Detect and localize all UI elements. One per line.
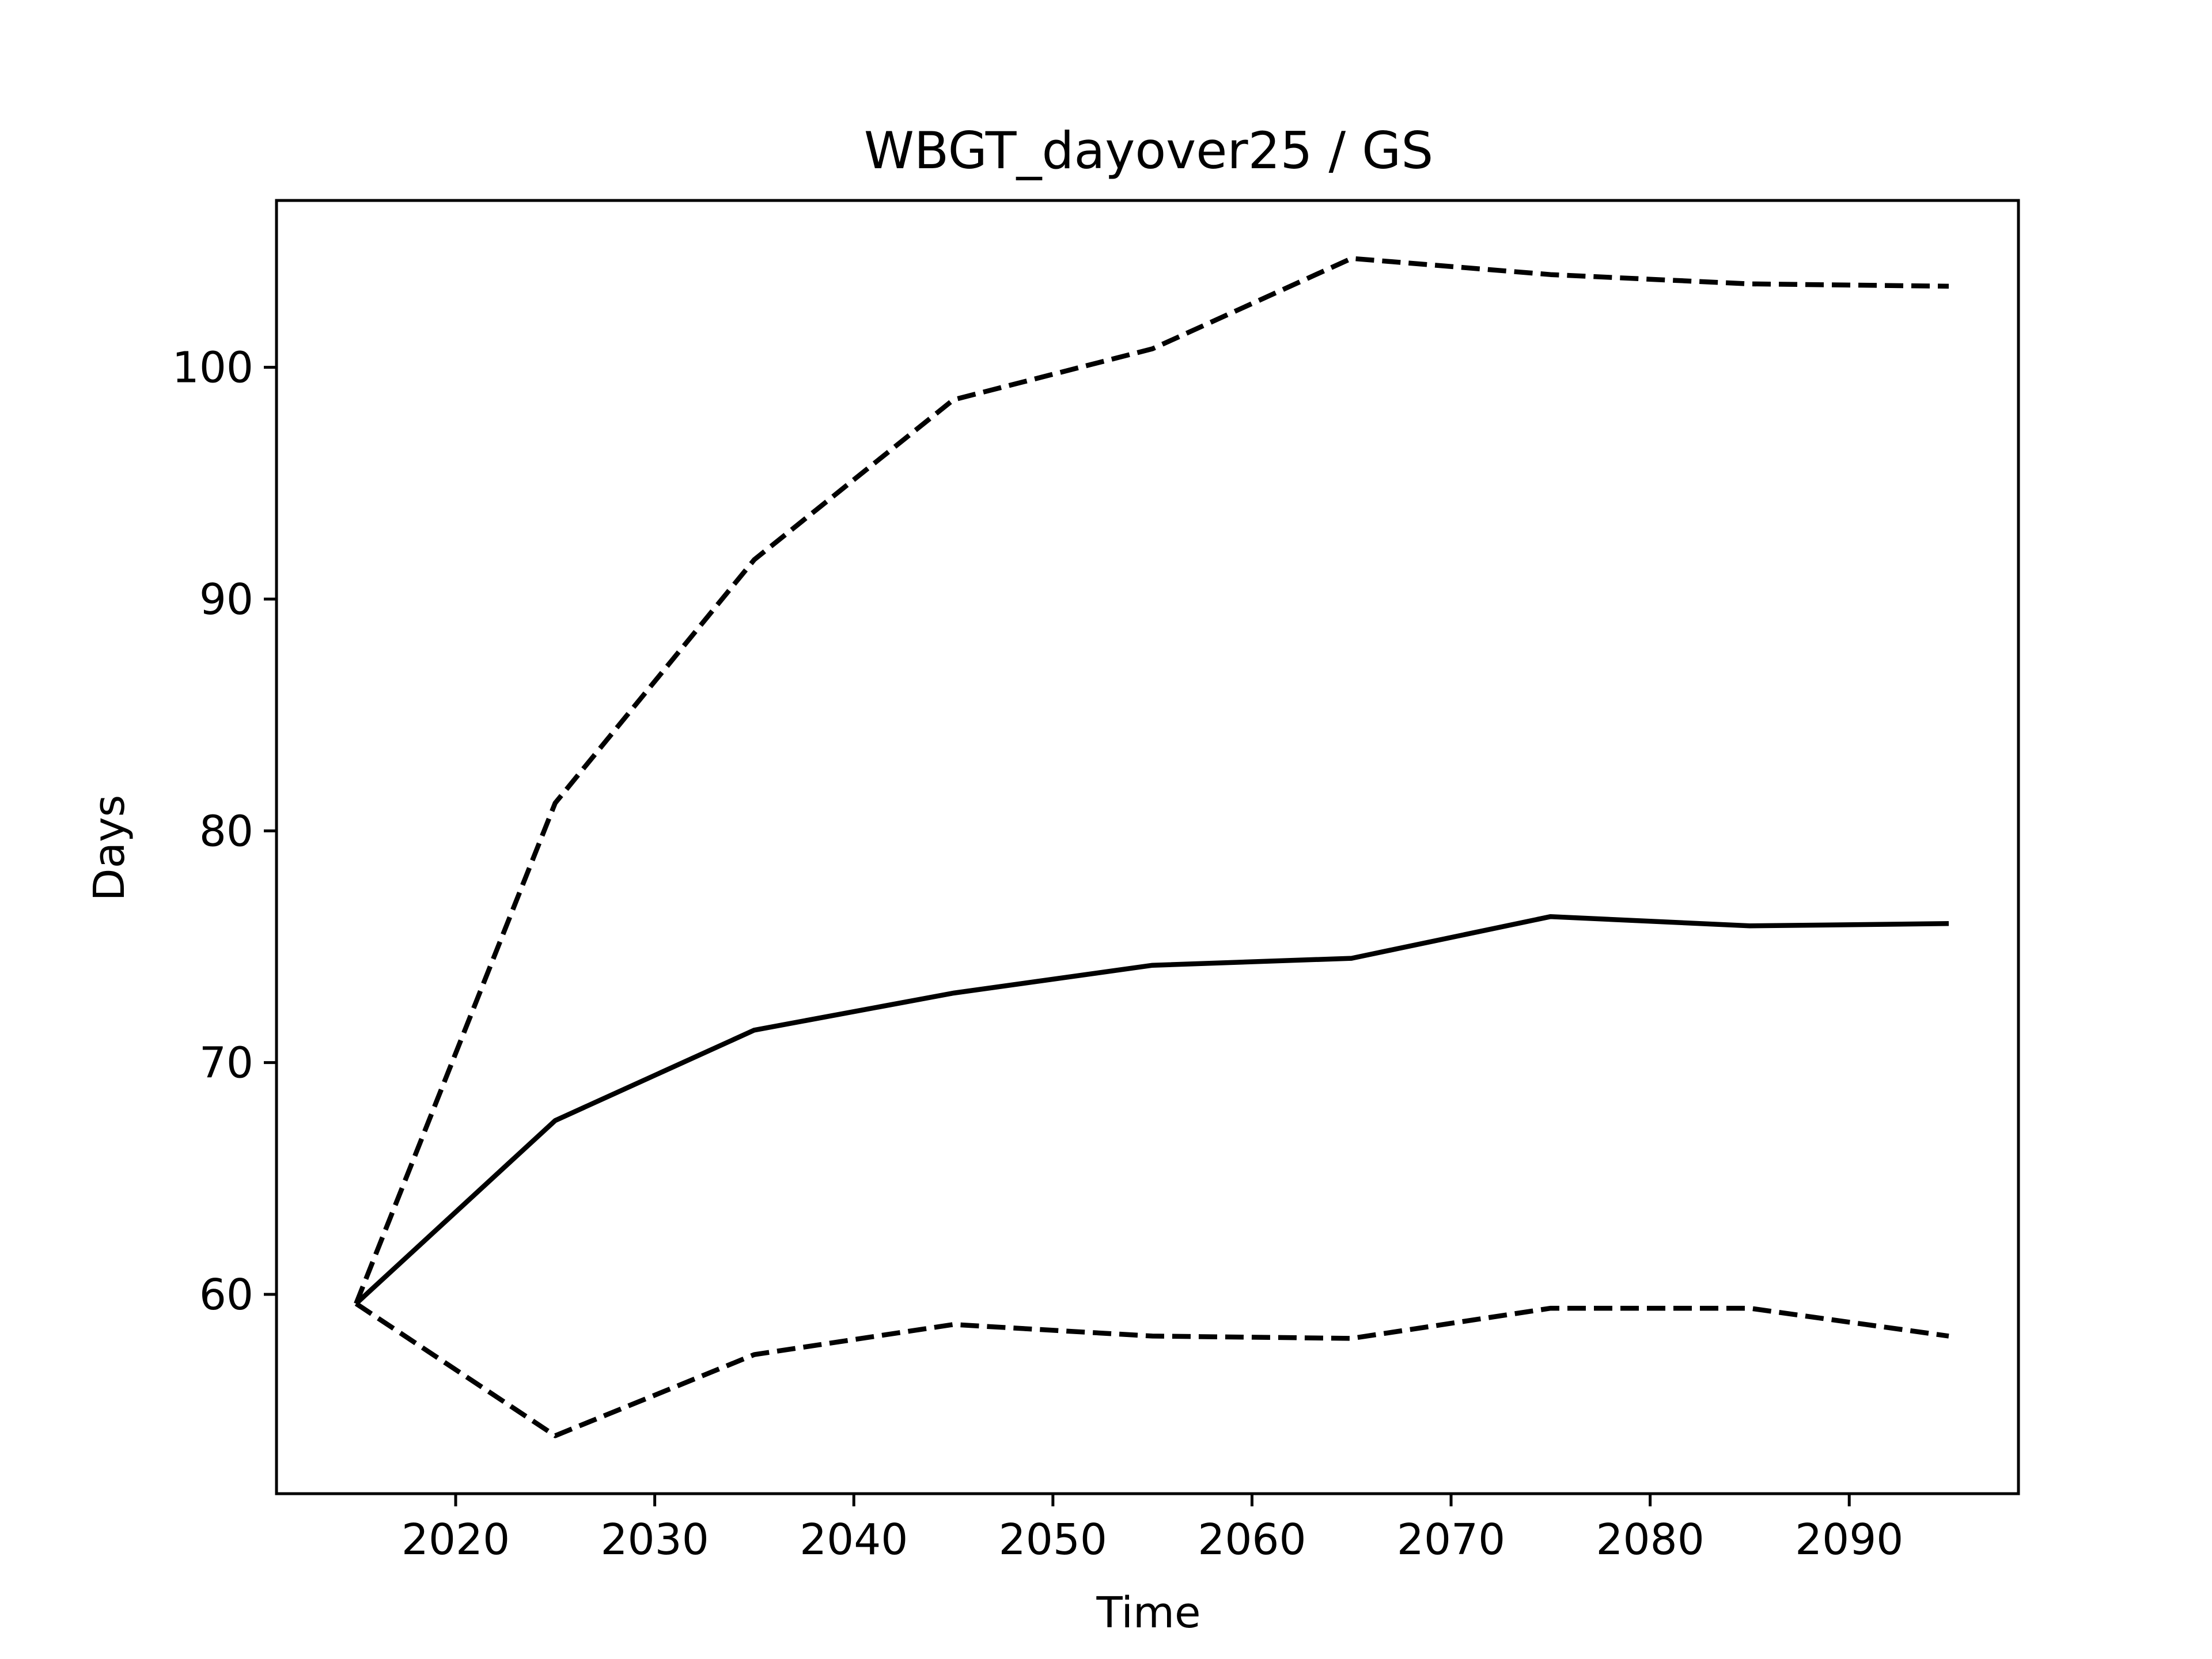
y-axis-label: Days [85,795,134,902]
y-tick-label: 80 [199,806,253,856]
chart-title: WBGT_dayover25 / GS [864,121,1433,180]
y-axis: 60 70 80 90 100 [172,343,276,1320]
dashed-series-line-1 [354,256,1949,1305]
x-tick-label: 2040 [800,1515,908,1565]
x-tick-label: 2050 [999,1515,1107,1565]
y-tick-label: 60 [199,1270,253,1320]
dashed-series-line-2 [354,1301,1949,1438]
x-tick-label: 2020 [402,1515,510,1565]
x-axis-label: Time [1096,1588,1200,1638]
x-tick-label: 2030 [600,1515,709,1565]
y-tick-label: 70 [199,1039,253,1088]
plot-series [354,256,1949,1438]
x-tick-label: 2060 [1198,1515,1306,1565]
solid-series-line-0 [354,914,1949,1306]
axes-frame [275,199,2020,1495]
x-tick-label: 2080 [1596,1515,1704,1565]
y-tick-label: 100 [172,343,253,393]
y-tick-label: 90 [199,575,253,624]
x-tick-label: 2090 [1795,1515,1903,1565]
x-tick-label: 2070 [1397,1515,1505,1565]
x-axis: 2020 2030 2040 2050 2060 2070 2080 2090 [402,1494,1903,1565]
